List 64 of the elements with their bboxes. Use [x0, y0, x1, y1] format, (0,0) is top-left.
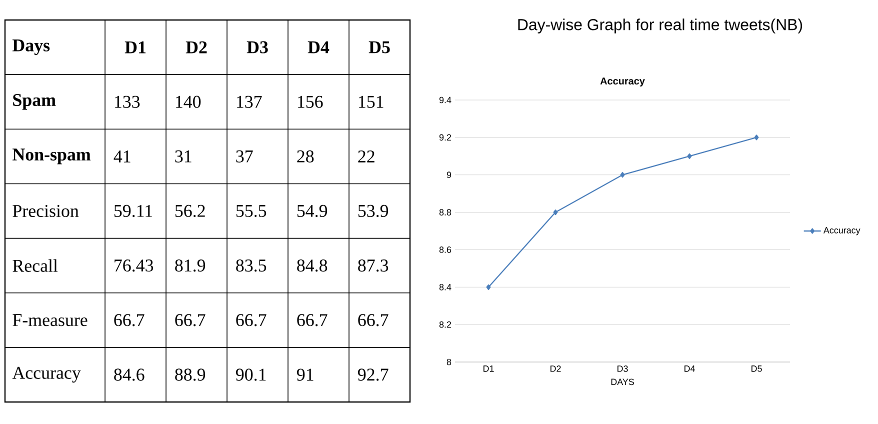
data-label: 87.3 [358, 259, 388, 272]
data-label: 54.9 [297, 204, 328, 218]
data-label: 92.7 [358, 368, 388, 381]
y-tick-label: 8 [446, 358, 452, 366]
data-label: 66.7 [114, 314, 144, 326]
y-tick-label: Recall [12, 259, 58, 272]
y-tick-label: Non-spam [12, 148, 91, 164]
y-tick-label: 8.6 [439, 246, 452, 253]
data-label: 37 [236, 150, 253, 162]
y-tick-label: Spam [13, 94, 56, 110]
data-label: 59.11 [114, 204, 152, 218]
point [553, 209, 558, 216]
data-label: 81.9 [175, 259, 206, 272]
point [620, 172, 625, 178]
chart-title: Day-wise Graph for real time tweets(NB) [518, 18, 802, 34]
data-label: 31 [175, 150, 192, 162]
x-tick-label: D5 [368, 41, 390, 54]
data-label: 22 [358, 150, 374, 162]
data-label: 151 [358, 96, 384, 108]
y-tick-label: F-measure [12, 314, 88, 326]
y-tick-label: 9.2 [439, 134, 452, 141]
y-tick-label: 8.2 [439, 321, 452, 328]
data-label: 66.7 [358, 314, 388, 326]
data-label: 140 [176, 96, 201, 108]
point [687, 153, 692, 159]
x-tick-label: D2 [550, 366, 561, 372]
y-tick-label: 8.8 [439, 209, 452, 216]
data-label: 90.1 [236, 368, 266, 381]
data-label: 66.7 [175, 314, 206, 326]
x-tick-label: D4 [308, 41, 330, 54]
y-tick-label: Accuracy [12, 366, 81, 383]
x-tick-label: D5 [752, 366, 762, 372]
y-tick-label: 9.4 [439, 96, 452, 104]
legend-label: Accuracy [823, 227, 860, 236]
data-label: 41 [114, 150, 130, 162]
data-label: 88.9 [175, 368, 206, 381]
data-label: 56.2 [175, 204, 205, 218]
data-label: 84.8 [297, 259, 328, 272]
x-tick-label: D3 [618, 366, 628, 372]
x-tick-label: D2 [186, 41, 207, 54]
x-tick-label: D3 [246, 41, 268, 54]
y-tick-label: Precision [12, 204, 79, 218]
data-label: 91 [296, 368, 314, 381]
data-label: 133 [115, 96, 140, 108]
x-tick-label: D1 [484, 366, 494, 372]
data-label: 156 [298, 96, 323, 108]
data-label: 66.7 [297, 314, 328, 326]
point [754, 134, 759, 140]
data-label: 28 [297, 150, 314, 162]
data-label: 76.43 [114, 260, 154, 272]
data-label: 83.5 [236, 259, 266, 272]
y-tick-label: 9 [446, 172, 452, 178]
data-label: 84.6 [114, 368, 144, 381]
x-tick-label: D1 [124, 41, 146, 54]
y-axis-title: Days [12, 39, 50, 56]
y-tick-label: 8.4 [439, 284, 452, 290]
point [486, 284, 491, 290]
data-label: 137 [237, 96, 262, 108]
data-label: 55.5 [236, 204, 266, 217]
data-label: 53.9 [358, 204, 388, 218]
x-tick-label: D4 [684, 366, 695, 372]
chart-subtitle: Accuracy [600, 78, 645, 86]
data-label: 66.7 [236, 314, 266, 326]
x-axis-title: DAYS [611, 378, 634, 386]
